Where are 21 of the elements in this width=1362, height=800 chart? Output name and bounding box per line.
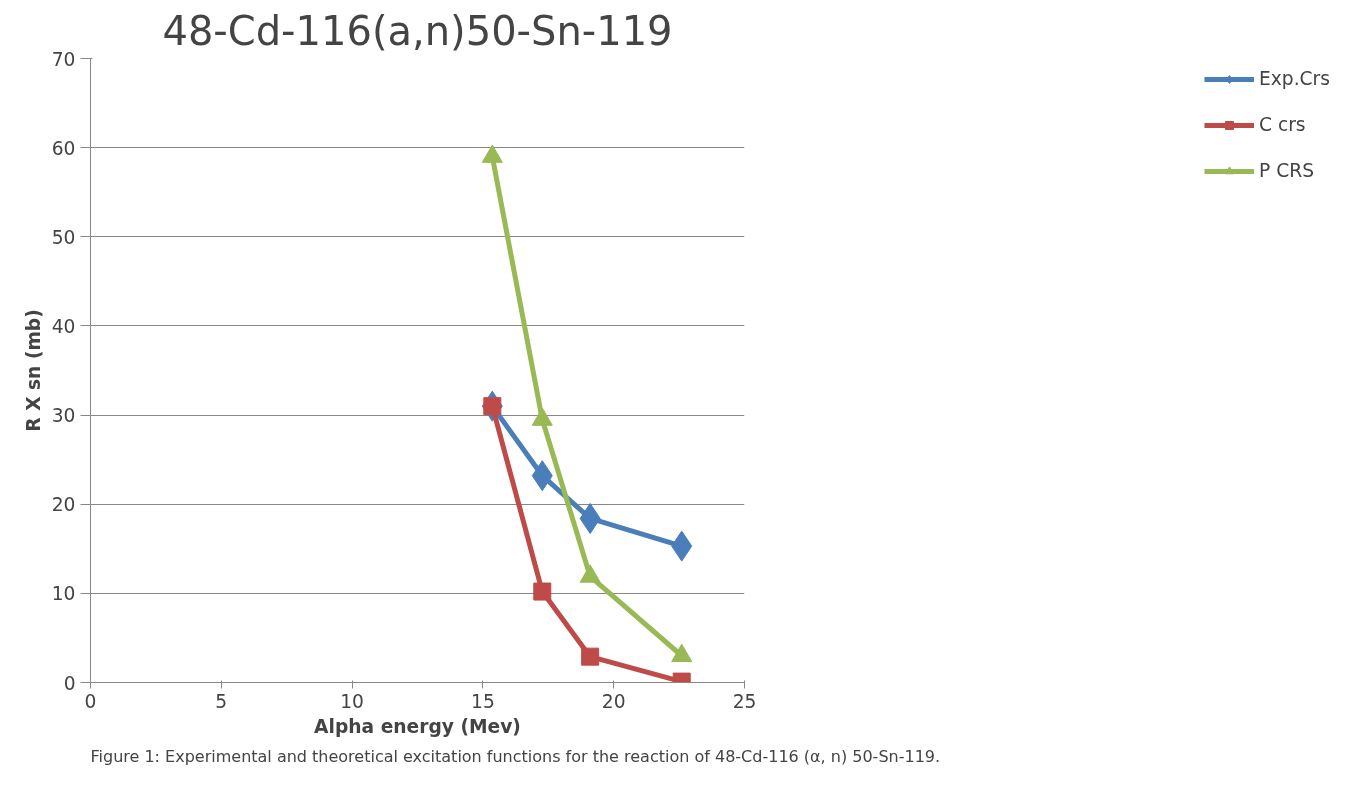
y-tick-label: 30 (51, 405, 76, 427)
legend-label: P CRS (1258, 160, 1314, 181)
y-tick-label: 10 (51, 583, 76, 605)
legend-label: C crs (1258, 114, 1306, 135)
y-tick-label: 50 (51, 226, 76, 248)
y-tick-label: 20 (51, 494, 76, 516)
caption: Figure 1: Experimental and theoretical excitation functions for the reaction of 48-Cd-116 (α, n) 50-Sn-119. (90, 746, 941, 766)
x-tick-label: 10 (340, 690, 364, 712)
chart-title: 48-Cd-116(a,n)50-Sn-119 (162, 7, 673, 54)
y-tick-label: 60 (51, 137, 76, 159)
x-tick-label: 15 (471, 690, 495, 712)
y-tick-label: 0 (63, 672, 76, 694)
x-tick-label: 20 (601, 690, 626, 712)
y-axis-title: R X sn (mb) (22, 309, 44, 432)
y-tick-label: 40 (51, 315, 76, 337)
y-tick-label: 70 (51, 48, 76, 70)
legend-label: Exp.Crs (1258, 68, 1330, 89)
x-tick-label: 5 (215, 690, 228, 712)
x-axis-title: Alpha energy (Mev) (314, 715, 521, 737)
x-tick-label: 25 (732, 690, 757, 712)
x-tick-label: 0 (84, 690, 97, 712)
